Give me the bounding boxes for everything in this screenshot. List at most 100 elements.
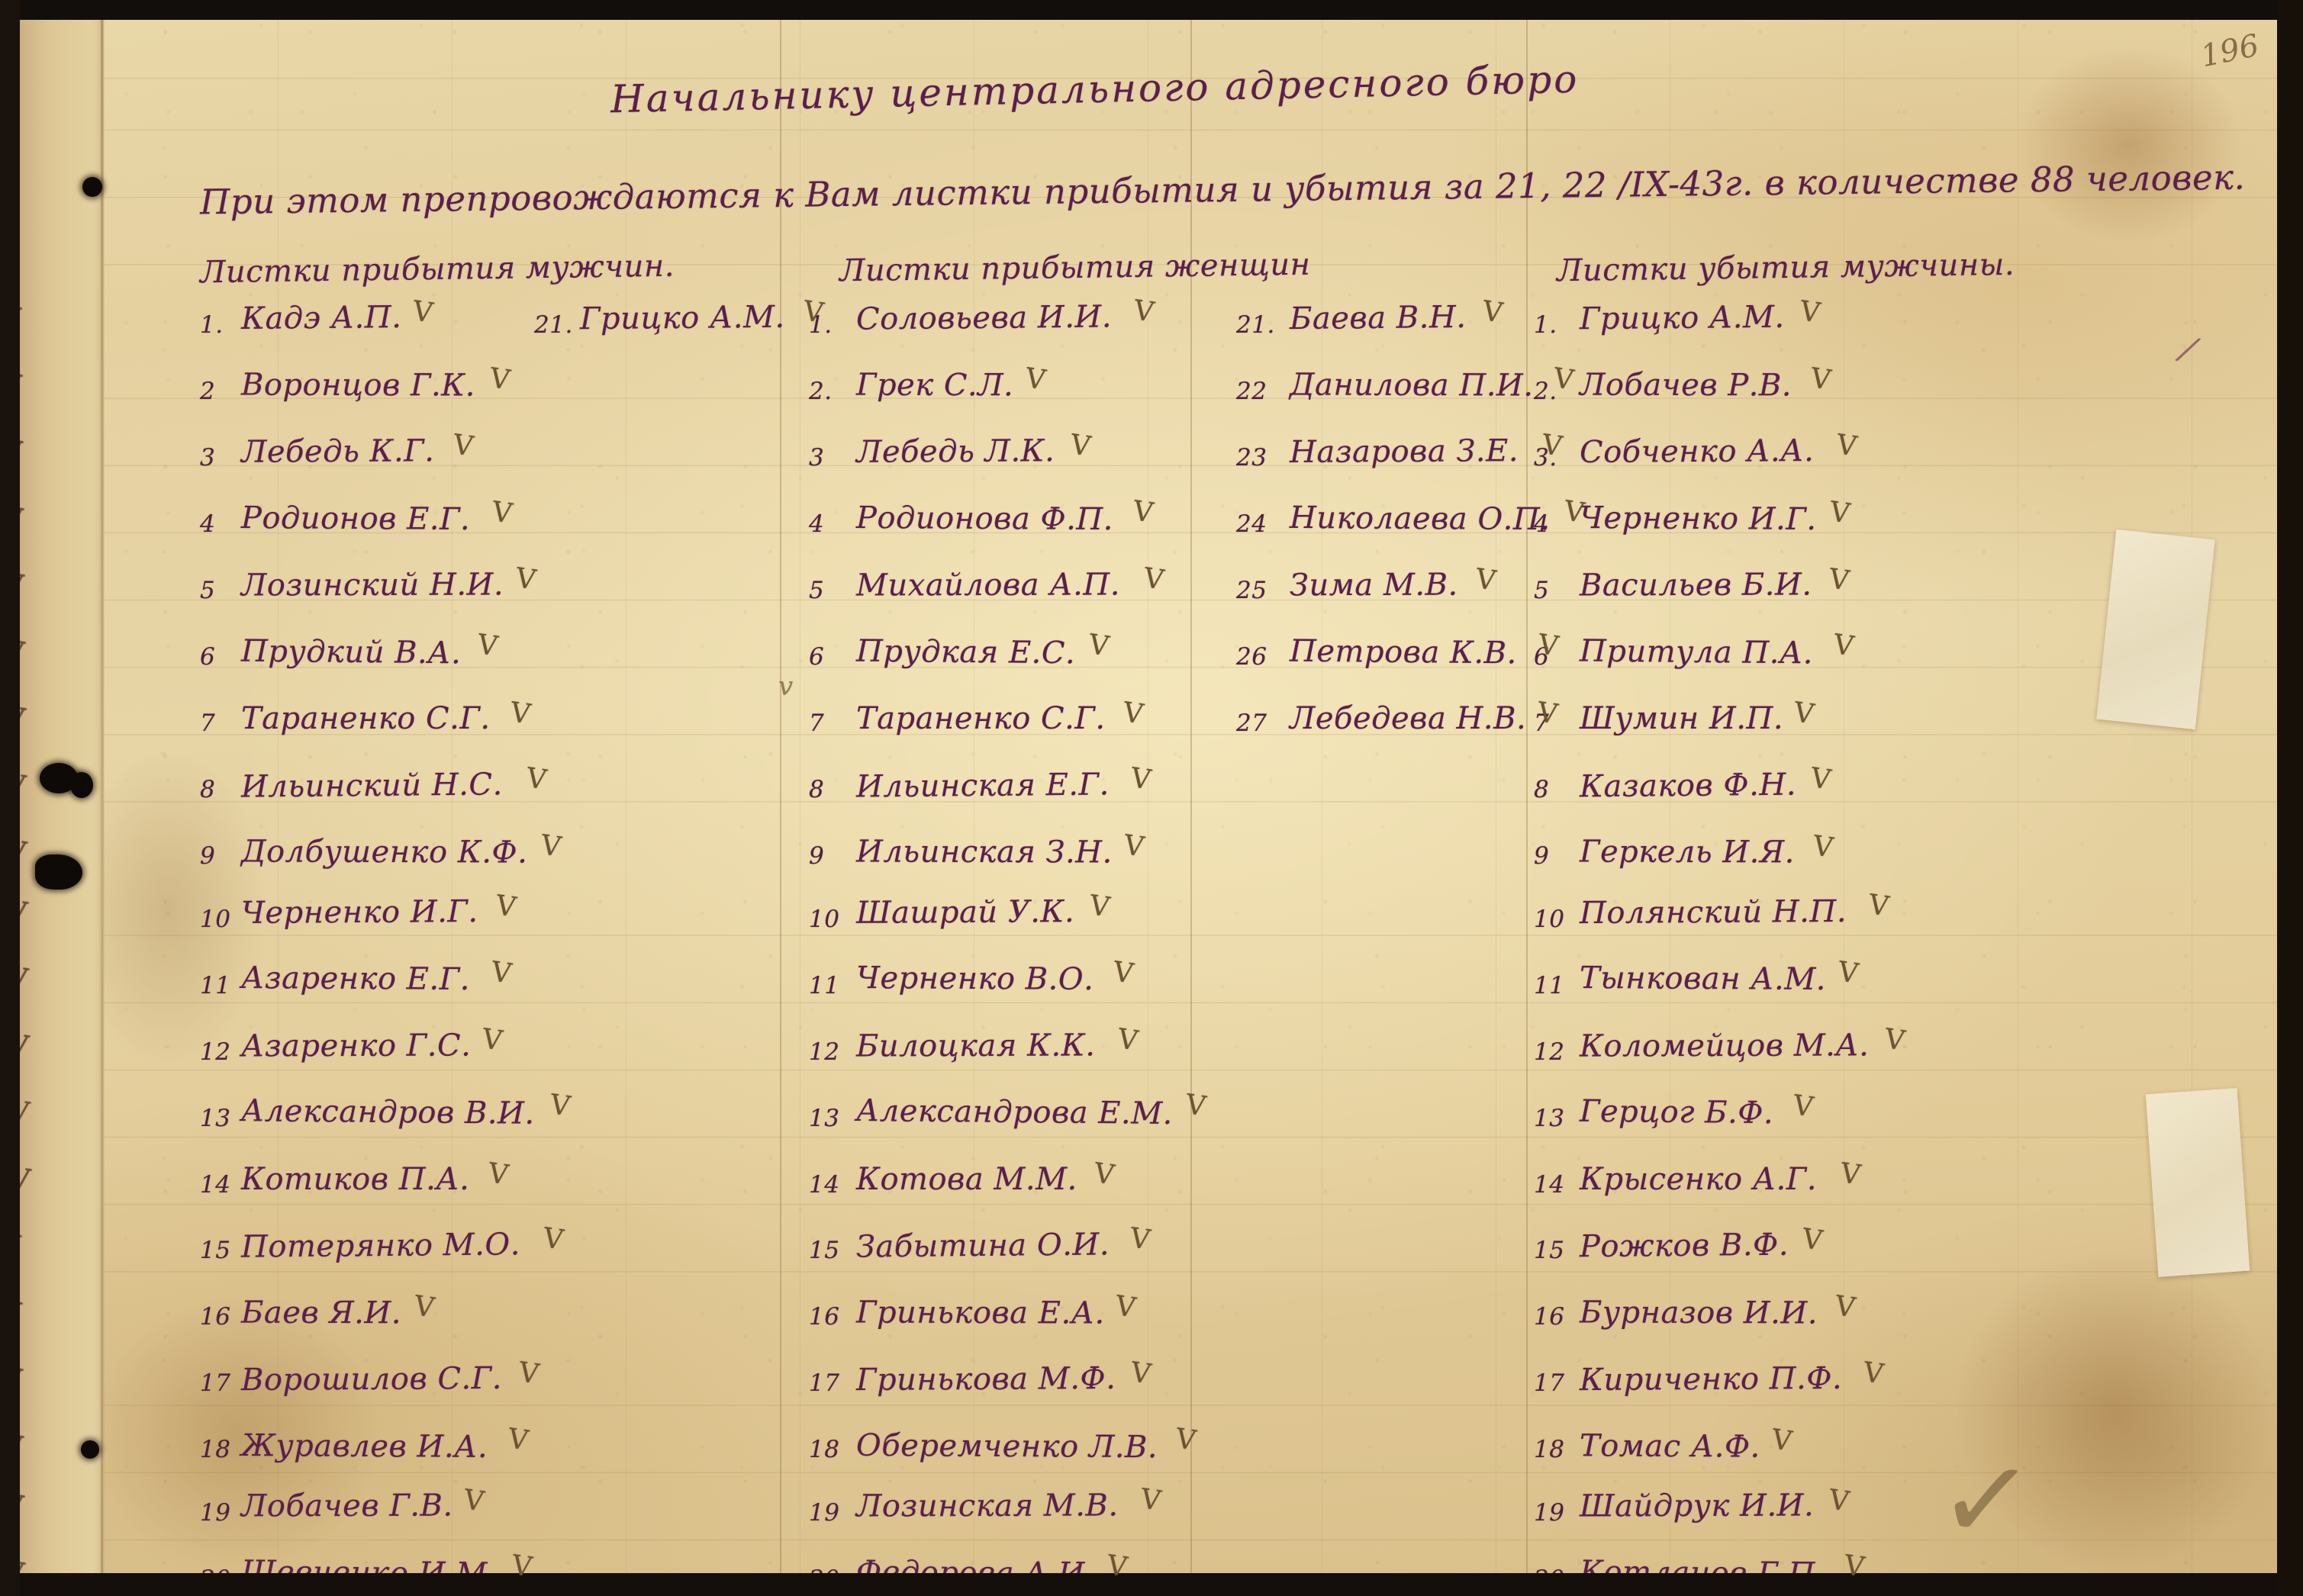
men-departure-row-name: Коломейцов М.А. bbox=[1579, 1027, 1870, 1064]
women-arrival-row-index: 19 bbox=[809, 1499, 840, 1527]
men-arrival-cont-row-index: 21. bbox=[534, 311, 573, 339]
tape-patch-lower bbox=[2145, 1088, 2250, 1277]
row-check-mark: V bbox=[490, 495, 515, 530]
men-departure-row-index: 16 bbox=[1534, 1303, 1565, 1331]
row-check-mark: V bbox=[1116, 1023, 1141, 1057]
men-arrival-row-index: 13 bbox=[200, 1104, 231, 1132]
men-departure-row-index: 8 bbox=[1534, 775, 1550, 803]
men-arrival-row-name: Ворошилов С.Г. bbox=[240, 1360, 503, 1398]
men-arrival-row-index: 18 bbox=[200, 1436, 231, 1464]
row-check-mark: V bbox=[1838, 1157, 1863, 1192]
row-check-mark: V bbox=[1551, 362, 1576, 397]
row-check-mark: V bbox=[1811, 829, 1836, 864]
men-departure-row-index: 17 bbox=[1534, 1369, 1565, 1398]
women-arrival-row-name: Лебедь Л.К. bbox=[855, 433, 1055, 470]
row-check-mark: V bbox=[1561, 495, 1586, 530]
men-departure-row-name: Черненко И.Г. bbox=[1579, 500, 1817, 537]
women-arrival-row-name: Прудкая Е.С. bbox=[855, 633, 1076, 671]
row-check-mark: V bbox=[1474, 562, 1498, 597]
row-check-mark: V bbox=[1129, 762, 1154, 796]
stray-mark-mid: v bbox=[778, 671, 794, 702]
row-check-mark: V bbox=[488, 362, 513, 397]
row-check-mark: V bbox=[1791, 1089, 1816, 1124]
women-arrival-row-index: 4 bbox=[809, 510, 825, 539]
men-arrival-row-name: Прудкий В.А. bbox=[240, 633, 462, 671]
row-check-mark: V bbox=[1087, 629, 1112, 663]
ruled-grid bbox=[104, 0, 2277, 1596]
women-arrival-row-name: Лозинская М.В. bbox=[855, 1488, 1119, 1524]
women-arrival-row-index: 6 bbox=[809, 642, 825, 671]
men-departure-row-name: Полянский Н.П. bbox=[1579, 893, 1847, 931]
stain-top-right bbox=[2015, 46, 2243, 244]
column-rule-3 bbox=[1526, 0, 1528, 1596]
women-arrival-row-index: 9 bbox=[809, 841, 825, 870]
men-departure-row-name: Томас А.Ф. bbox=[1579, 1427, 1760, 1465]
row-check-mark: V bbox=[517, 1356, 542, 1391]
men-arrival-row-index: 9 bbox=[200, 841, 216, 870]
punch-hole-top bbox=[82, 177, 102, 197]
row-check-mark: V bbox=[1798, 295, 1823, 330]
men-arrival-row-name: Кадэ А.П. bbox=[240, 300, 402, 336]
women-arrival-cont-row-name: Данилова П.И. bbox=[1289, 366, 1534, 404]
men-arrival-row-index: 15 bbox=[200, 1237, 231, 1265]
row-check-mark: V bbox=[1834, 429, 1860, 463]
row-check-mark: V bbox=[1792, 697, 1817, 731]
men-departure-row-index: 5 bbox=[1534, 577, 1550, 604]
men-departure-row-name: Собченко А.А. bbox=[1579, 433, 1815, 470]
men-arrival-row-index: 17 bbox=[200, 1369, 231, 1398]
women-arrival-row-name: Тараненко С.Г. bbox=[856, 701, 1106, 736]
column-rule-1 bbox=[780, 0, 781, 1596]
men-arrival-row-name: Лобачев Г.В. bbox=[240, 1488, 453, 1524]
men-departure-row-index: 12 bbox=[1534, 1038, 1565, 1066]
women-arrival-row-name: Черненко В.О. bbox=[855, 960, 1094, 997]
women-arrival-cont-row-index: 26 bbox=[1236, 642, 1267, 671]
row-check-mark: V bbox=[539, 829, 564, 864]
men-arrival-row-name: Тараненко С.Г. bbox=[241, 701, 491, 736]
punch-hole-low bbox=[81, 1440, 99, 1459]
row-check-mark: V bbox=[1831, 629, 1857, 663]
men-arrival-row-index: 16 bbox=[200, 1303, 231, 1331]
row-check-mark: V bbox=[493, 889, 518, 924]
row-check-mark: V bbox=[1540, 429, 1565, 463]
men-arrival-row-index: 2 bbox=[200, 378, 216, 406]
men-departure-row-name: Крысенко А.Г. bbox=[1580, 1161, 1817, 1197]
row-check-mark: V bbox=[475, 629, 500, 663]
women-arrival-row-name: Билоцкая К.К. bbox=[855, 1028, 1096, 1063]
row-check-mark: V bbox=[410, 295, 435, 330]
row-check-mark: V bbox=[1120, 697, 1145, 731]
column-header-women-arrivals: Листки прибытия женщин bbox=[839, 246, 1311, 289]
scan-border-top bbox=[0, 0, 2303, 20]
women-arrival-row-index: 2. bbox=[809, 378, 833, 406]
women-arrival-cont-row-index: 24 bbox=[1236, 510, 1267, 539]
men-arrival-cont-row-name: Грицко А.М. bbox=[579, 299, 785, 337]
men-departure-row-index: 3. bbox=[1534, 444, 1557, 472]
row-check-mark: V bbox=[541, 1222, 566, 1257]
men-departure-row-name: Шумин И.П. bbox=[1580, 701, 1784, 736]
women-arrival-row-index: 14 bbox=[809, 1170, 840, 1199]
torn-left-edge bbox=[20, 0, 104, 1596]
row-check-mark: V bbox=[1113, 1290, 1139, 1324]
row-check-mark: V bbox=[510, 1549, 535, 1584]
row-check-mark: V bbox=[507, 697, 533, 731]
men-departure-row-name: Лобачев Р.В. bbox=[1579, 367, 1792, 403]
women-arrival-row-index: 1. bbox=[809, 311, 833, 339]
women-arrival-row-name: Гринькова М.Ф. bbox=[855, 1360, 1116, 1398]
row-check-mark: V bbox=[514, 562, 539, 597]
row-check-mark: V bbox=[1480, 295, 1505, 330]
women-arrival-cont-row-name: Лебедева Н.В. bbox=[1290, 701, 1527, 736]
row-check-mark: V bbox=[1809, 362, 1834, 397]
women-arrival-row-name: Гринькова Е.А. bbox=[855, 1294, 1105, 1331]
women-arrival-row-name: Родионова Ф.П. bbox=[855, 500, 1114, 537]
row-check-mark: V bbox=[506, 1423, 531, 1458]
row-check-mark: V bbox=[1861, 1356, 1886, 1391]
women-arrival-cont-row-index: 22 bbox=[1236, 378, 1267, 406]
men-departure-row-name: Казаков Ф.Н. bbox=[1579, 767, 1797, 804]
row-check-mark: V bbox=[1826, 562, 1851, 597]
scan-border-bottom bbox=[0, 1573, 2303, 1596]
row-check-mark: V bbox=[1131, 495, 1156, 530]
row-check-mark: V bbox=[1174, 1423, 1199, 1457]
men-arrival-row-index: 3 bbox=[200, 444, 216, 472]
stain-bottom-right bbox=[1954, 1251, 2274, 1572]
women-arrival-cont-row-name: Назарова З.Е. bbox=[1289, 433, 1519, 470]
row-check-mark: V bbox=[412, 1290, 437, 1324]
